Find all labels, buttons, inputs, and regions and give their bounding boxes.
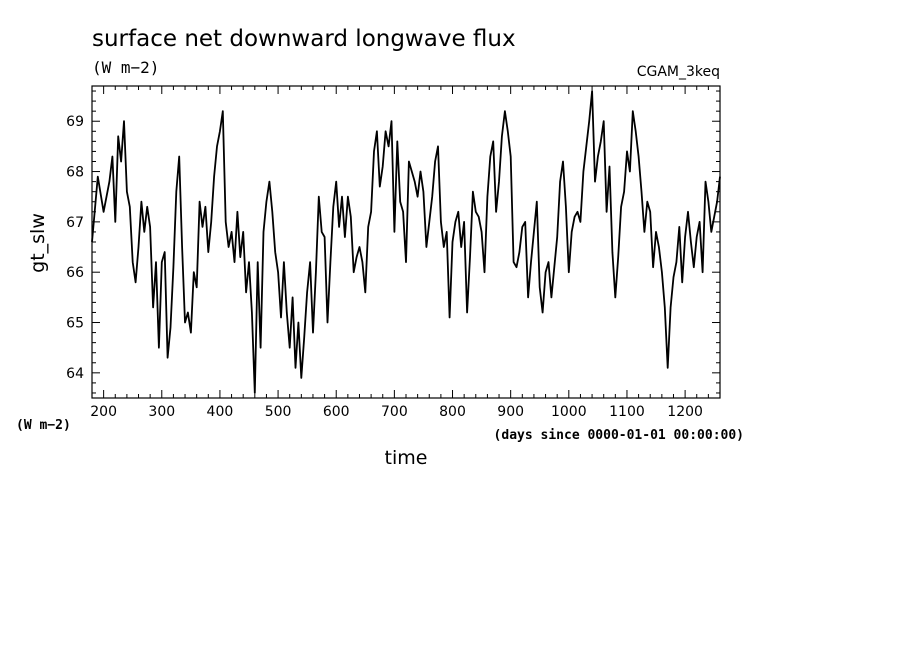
x-tick-label: 1100 (609, 404, 645, 420)
chart-title: surface net downward longwave flux (92, 26, 516, 52)
plot-area: 200 300 400 500 600 700 800 900 1000 1100 1200 64 65… (66, 85, 721, 420)
y-axis-units: (W m−2) (16, 418, 71, 433)
x-tick-label: 200 (90, 404, 117, 420)
y-tick-label: 69 (66, 114, 84, 130)
x-axis-units: (days since 0000-01-01 00:00:00) (494, 428, 744, 443)
x-tick-label: 600 (323, 404, 350, 420)
x-tick-label: 900 (497, 404, 524, 420)
x-tick-label: 400 (207, 404, 234, 420)
x-tick-label: 700 (381, 404, 408, 420)
run-label: CGAM_3keq (637, 64, 720, 80)
series-line-0 (91, 90, 721, 394)
y-tick-label: 65 (66, 316, 84, 332)
x-tick-label: 1000 (551, 404, 587, 420)
x-tick-label: 300 (148, 404, 175, 420)
x-tick-label: 500 (265, 404, 292, 420)
y-tick-label: 68 (66, 165, 84, 181)
y-axis-label: gt_slw (27, 213, 49, 273)
x-tick-label: 800 (439, 404, 466, 420)
y-tick-label: 67 (66, 215, 84, 231)
chart-units: (W m−2) (92, 58, 159, 77)
x-tick-label: 1200 (667, 404, 703, 420)
y-tick-label: 66 (66, 265, 84, 281)
tick-layer: 200 300 400 500 600 700 800 900 1000 1100 1200 64 65… (66, 86, 721, 420)
series-layer (91, 90, 721, 394)
x-axis-label: time (385, 447, 428, 469)
y-tick-label: 64 (66, 366, 84, 382)
